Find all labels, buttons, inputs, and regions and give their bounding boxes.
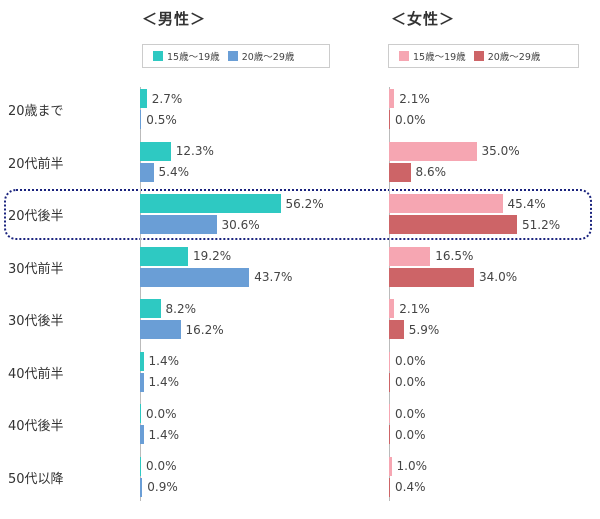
data-label: 0.0% — [395, 406, 426, 421]
data-label: 19.2% — [193, 249, 232, 263]
data-label: 0.0% — [146, 406, 177, 421]
legend-label: 20歳～29歳 — [241, 52, 295, 63]
bar — [140, 425, 144, 444]
bar — [140, 456, 141, 476]
data-label: 51.2% — [522, 217, 561, 232]
data-label: 1.4% — [148, 427, 180, 442]
legend: 15歳～19歳 20歳～29歳 — [142, 44, 330, 68]
legend-item: 20歳～29歳 — [227, 49, 295, 63]
data-label: 43.7% — [254, 270, 293, 284]
legend-item: 15歳～19歳 — [399, 49, 466, 63]
data-label: 0.9% — [147, 480, 178, 494]
data-label: 1.4% — [148, 354, 180, 368]
legend-item: 20歳～29歳 — [473, 49, 541, 63]
bar — [140, 267, 250, 287]
bar — [140, 162, 154, 182]
panel-title: ＜男性＞ — [142, 10, 207, 28]
bar — [389, 267, 474, 287]
bar — [389, 141, 477, 161]
data-label: 8.2% — [165, 301, 197, 316]
bar — [140, 299, 161, 318]
data-label: 0.4% — [395, 480, 426, 494]
data-label: 0.0% — [395, 112, 426, 127]
legend-swatch — [153, 51, 163, 61]
bar — [140, 351, 144, 371]
legend-swatch — [399, 51, 409, 61]
axis-baseline — [389, 87, 390, 501]
bar — [140, 320, 181, 339]
bar — [389, 456, 392, 476]
bar — [389, 215, 517, 234]
legend-swatch — [473, 51, 484, 61]
bar — [389, 299, 395, 318]
bar — [389, 372, 390, 392]
data-label: 30.6% — [221, 217, 260, 232]
data-label: 5.9% — [408, 322, 440, 337]
axis-baseline — [140, 87, 141, 501]
data-label: 45.4% — [507, 196, 546, 211]
bar — [140, 215, 217, 234]
category-label: 20代前半 — [8, 156, 64, 172]
legend-item: 15歳～19歳 — [153, 49, 220, 63]
data-label: 35.0% — [481, 144, 520, 158]
data-label: 1.4% — [148, 375, 180, 389]
bar — [389, 89, 395, 108]
data-label: 34.0% — [479, 270, 518, 284]
data-label: 2.1% — [399, 301, 430, 316]
bar — [140, 194, 281, 213]
data-label: 0.0% — [146, 459, 177, 473]
bar — [389, 477, 390, 497]
data-label: 1.0% — [396, 459, 428, 473]
legend: 15歳～19歳 20歳～29歳 — [388, 44, 579, 68]
data-label: 0.5% — [146, 112, 177, 127]
bar — [389, 194, 503, 213]
bar — [140, 246, 188, 266]
legend-label: 15歳～19歳 — [413, 52, 466, 63]
category-label: 30代前半 — [8, 261, 64, 277]
bar — [389, 351, 390, 371]
category-label: 40代前半 — [8, 366, 64, 382]
category-label: 20歳まで — [8, 104, 64, 119]
data-label: 56.2% — [285, 196, 324, 211]
legend-swatch — [227, 51, 238, 61]
data-label: 16.5% — [435, 249, 474, 263]
legend-label: 20歳～29歳 — [487, 52, 541, 63]
bar — [389, 162, 411, 182]
data-label: 0.0% — [395, 427, 426, 442]
data-label: 8.6% — [415, 165, 447, 179]
bar — [140, 372, 144, 392]
bar — [389, 246, 431, 266]
category-label: 50代以降 — [8, 471, 64, 487]
bar — [140, 89, 147, 108]
category-label: 40代後半 — [8, 419, 64, 434]
bar — [389, 110, 390, 129]
bar — [140, 477, 143, 497]
bar — [140, 110, 142, 129]
data-label: 16.2% — [185, 322, 224, 337]
panel-title: ＜女性＞ — [391, 10, 456, 28]
bar — [389, 320, 404, 339]
data-label: 0.0% — [395, 375, 426, 389]
bar — [389, 425, 390, 444]
legend-label: 15歳～19歳 — [167, 52, 220, 63]
data-label: 0.0% — [395, 354, 426, 368]
highlight-frame-20s-late — [4, 189, 592, 240]
bar — [140, 141, 171, 161]
category-label: 20代後半 — [8, 209, 64, 224]
data-label: 2.1% — [399, 91, 430, 106]
bar — [389, 404, 390, 423]
data-label: 5.4% — [158, 165, 190, 179]
bar — [140, 404, 141, 423]
data-label: 12.3% — [175, 144, 214, 158]
category-label: 30代後半 — [8, 314, 64, 329]
data-label: 2.7% — [151, 91, 183, 106]
